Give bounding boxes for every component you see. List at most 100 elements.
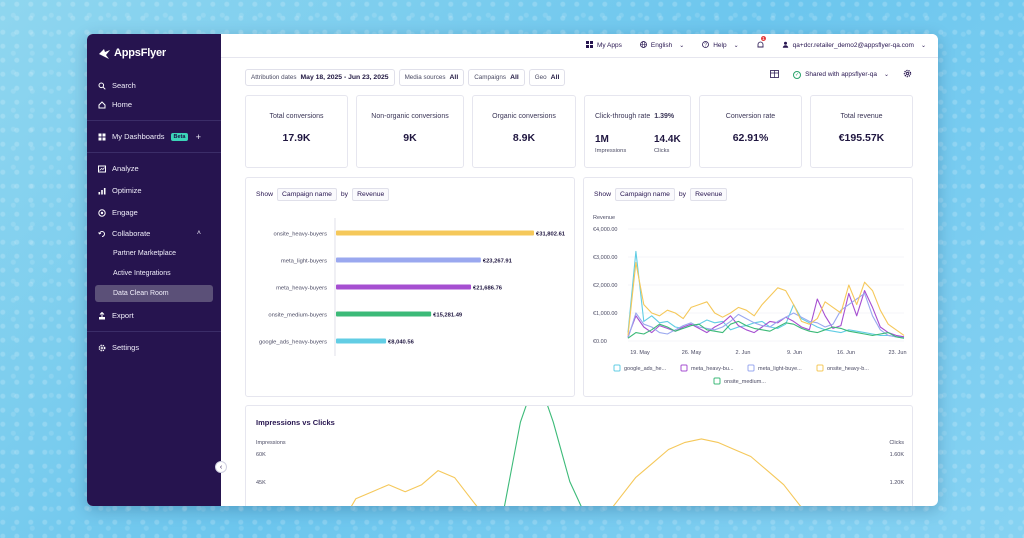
table-view-icon[interactable] — [770, 69, 779, 80]
bar-value-label: €8,040.56 — [388, 339, 415, 345]
optimize-icon — [98, 187, 106, 195]
panel-title: Impressions vs Clicks — [256, 418, 335, 427]
impressions-clicks-chart: Impressions Clicks 60K 45K 1.60K 1.20K — [256, 406, 905, 506]
filter-label: Media sources — [404, 74, 446, 81]
x-tick-label: 23. Jun — [888, 350, 906, 356]
geo-filter[interactable]: Geo All — [528, 69, 566, 86]
kpi-title: Conversion rate — [725, 113, 776, 120]
sidebar-item-home[interactable]: Home — [95, 96, 213, 113]
metric-select[interactable]: Revenue — [690, 188, 728, 201]
sidebar-item-label: Search — [112, 81, 136, 90]
sidebar-item-label: Export — [112, 311, 134, 320]
settings-gear-icon[interactable] — [903, 69, 912, 80]
clicks-stat: 14.4K Clicks — [654, 134, 681, 154]
sidebar-item-analyze[interactable]: Analyze — [95, 160, 213, 177]
filter-bar-actions: ✓ Shared with appsflyer-qa ⌄ — [770, 69, 912, 80]
y-tick-label: €0.00 — [593, 339, 607, 345]
y-tick-label: 60K — [256, 452, 266, 458]
chevron-down-icon: ⌄ — [920, 43, 926, 49]
bar-category-label: onsite_heavy-buyers — [274, 232, 328, 238]
collaborate-icon — [98, 230, 106, 238]
filter-value: May 18, 2025 - Jun 23, 2025 — [300, 74, 389, 81]
bell-icon — [757, 41, 764, 51]
campaigns-filter[interactable]: Campaigns All — [468, 69, 525, 86]
chart-controls: Show Campaign name by Revenue — [256, 188, 390, 201]
metric-select[interactable]: Revenue — [352, 188, 390, 201]
y-tick-label: €3,000.00 — [593, 255, 617, 261]
sidebar-divider — [87, 120, 221, 121]
kpi-total-conversions: Total conversions 17.9K — [245, 95, 348, 168]
kpi-value: 62.91% — [732, 132, 769, 144]
legend-swatch — [613, 364, 621, 372]
chart-controls: Show Campaign name by Revenue — [594, 188, 728, 201]
my-apps-label: My Apps — [596, 42, 622, 49]
brand-name: AppsFlyer — [114, 47, 166, 59]
group-by-select[interactable]: Campaign name — [615, 188, 675, 201]
beta-badge: Beta — [170, 132, 189, 141]
kpi-title: Non-organic conversions — [371, 113, 449, 120]
ctr-value: 1.39% — [654, 113, 675, 120]
chevron-down-icon: ⌄ — [679, 43, 685, 49]
filter-label: Campaigns — [474, 74, 507, 81]
kpi-title-row: Click-through rate 1.39% — [595, 113, 690, 120]
sidebar-item-partner-marketplace[interactable]: Partner Marketplace — [95, 245, 213, 262]
shared-with-dropdown[interactable]: ✓ Shared with appsflyer-qa ⌄ — [793, 70, 889, 79]
chevron-up-icon: ˄ — [196, 230, 201, 237]
collapse-sidebar-button[interactable]: ‹ — [215, 461, 227, 473]
check-circle-icon: ✓ — [793, 70, 802, 79]
language-label: English — [650, 42, 673, 49]
sidebar-item-export[interactable]: Export — [95, 307, 213, 324]
bar-category-label: google_ads_heavy-buyers — [259, 340, 327, 346]
filter-value: All — [510, 74, 519, 81]
filter-value: All — [449, 74, 459, 81]
bar-category-label: onsite_medium-buyers — [268, 313, 327, 319]
kpi-organic-conversions: Organic conversions 8.9K — [472, 95, 576, 168]
sidebar-item-search[interactable]: Search — [95, 77, 213, 94]
add-dashboard-icon[interactable]: + — [195, 131, 201, 142]
sidebar-item-active-integrations[interactable]: Active Integrations — [95, 265, 213, 282]
attribution-dates-filter[interactable]: Attribution dates May 18, 2025 - Jun 23,… — [245, 69, 395, 86]
clicks-label: Clicks — [654, 148, 670, 154]
my-apps-button[interactable]: My Apps — [585, 41, 622, 50]
bar-value-label: €21,686.76 — [473, 285, 503, 291]
bar-value-label: €15,281.49 — [433, 312, 463, 318]
user-menu[interactable]: qa+dcr.retailer_demo2@appsflyer-qa.com ⌄ — [782, 41, 926, 50]
filter-label: Attribution dates — [251, 74, 297, 81]
kpi-total-revenue: Total revenue €195.57K — [810, 95, 913, 168]
legend-swatch — [816, 364, 824, 372]
bar-chart: onsite_heavy-buyers €31,802.61 meta_light-… — [259, 218, 566, 356]
y2-tick-label: 1.20K — [890, 480, 905, 486]
sidebar-item-settings[interactable]: Settings — [95, 339, 213, 356]
by-label: by — [340, 191, 349, 198]
top-bar: My Apps English ⌄ ? Help ⌄ 1 qa+d — [221, 34, 938, 58]
series-line — [627, 320, 905, 339]
show-label: Show — [256, 191, 274, 198]
sidebar-item-label: Active Integrations — [113, 270, 171, 277]
engage-icon — [98, 208, 106, 217]
brand-logo[interactable]: AppsFlyer — [98, 47, 166, 59]
sidebar-item-data-clean-room[interactable]: Data Clean Room — [95, 285, 213, 302]
svg-text:?: ? — [704, 42, 707, 48]
language-select[interactable]: English ⌄ — [639, 41, 685, 50]
kpi-value: 17.9K — [282, 132, 311, 144]
sidebar-item-my-dashboards[interactable]: My Dashboards Beta + — [95, 128, 213, 145]
group-by-select[interactable]: Campaign name — [277, 188, 337, 201]
sidebar-item-optimize[interactable]: Optimize — [95, 182, 213, 199]
bar-value-label: €23,267.91 — [483, 258, 513, 264]
series-line — [503, 406, 582, 506]
y-tick-label: 45K — [256, 480, 266, 486]
analyze-icon — [98, 165, 106, 173]
sidebar-item-engage[interactable]: Engage — [95, 204, 213, 221]
legend-swatch — [680, 364, 688, 372]
help-menu[interactable]: ? Help ⌄ — [702, 41, 739, 50]
globe-icon — [639, 41, 647, 50]
x-tick-label: 16. Jun — [837, 350, 855, 356]
sidebar-item-label: Settings — [112, 343, 140, 352]
shared-with-label: Shared with appsflyer-qa — [805, 71, 877, 78]
chevron-down-icon: ⌄ — [733, 43, 739, 49]
kpi-conversion-rate: Conversion rate 62.91% — [699, 95, 802, 168]
sidebar-item-collaborate[interactable]: Collaborate ˄ — [95, 225, 213, 242]
notifications-button[interactable]: 1 — [757, 35, 767, 51]
media-sources-filter[interactable]: Media sources All — [398, 69, 465, 86]
series-line — [627, 262, 905, 336]
